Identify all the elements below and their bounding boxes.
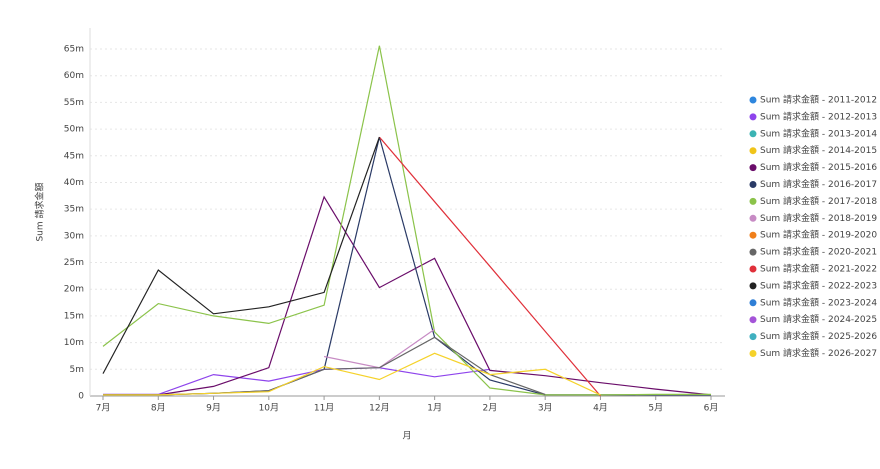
legend-label: Sum 請求金額 - 2013-2014 xyxy=(760,127,877,139)
series-line xyxy=(102,136,380,374)
y-tick-label: 65m xyxy=(64,45,84,55)
legend-label: Sum 請求金額 - 2026-2027 xyxy=(760,347,877,359)
legend-label: Sum 請求金額 - 2025-2026 xyxy=(760,330,877,342)
y-tick-label: 50m xyxy=(64,125,84,135)
legend-label: Sum 請求金額 - 2016-2017 xyxy=(760,178,877,190)
legend-swatch xyxy=(749,181,757,188)
legend-label: Sum 請求金額 - 2024-2025 xyxy=(760,313,877,325)
legend-swatch xyxy=(749,214,757,222)
y-tick-label: 5m xyxy=(70,365,85,375)
x-tick-label: 3月 xyxy=(538,403,553,414)
legend-label: Sum 請求金額 - 2018-2019 xyxy=(760,212,877,224)
x-tick-label: 8月 xyxy=(151,403,166,414)
legend-swatch xyxy=(749,282,757,290)
series-line xyxy=(103,195,712,396)
series-line xyxy=(103,352,601,396)
x-tick-label: 6月 xyxy=(704,403,719,414)
legend-swatch xyxy=(749,147,757,155)
legend-label: Sum 請求金額 - 2011-2012 xyxy=(760,94,877,106)
legend-label: Sum 請求金額 - 2020-2021 xyxy=(760,246,877,258)
y-tick-label: 35m xyxy=(64,205,84,215)
series-line xyxy=(323,328,435,369)
x-tick-label: 2月 xyxy=(483,403,498,414)
legend-label: Sum 請求金額 - 2019-2020 xyxy=(760,229,877,241)
series-line xyxy=(103,136,711,396)
legend-swatch xyxy=(749,265,757,273)
series-line xyxy=(103,367,490,395)
y-tick-label: 30m xyxy=(64,231,84,241)
legend-swatch xyxy=(749,248,757,256)
legend-swatch xyxy=(749,130,757,138)
legend-swatch xyxy=(749,96,757,104)
x-axis-label: 月 xyxy=(402,431,411,442)
legend-label: Sum 請求金額 - 2023-2024 xyxy=(760,296,877,308)
y-tick-label: 25m xyxy=(64,258,84,268)
legend-swatch xyxy=(749,164,757,172)
legend-swatch xyxy=(749,350,757,357)
x-tick-label: 10月 xyxy=(259,403,279,414)
legend-swatch xyxy=(749,316,757,324)
y-tick-label: 15m xyxy=(64,311,84,321)
x-tick-label: 11月 xyxy=(314,403,334,414)
x-tick-label: 1月 xyxy=(427,403,442,414)
legend-label: Sum 請求金額 - 2017-2018 xyxy=(760,195,877,207)
legend-label: Sum 請求金額 - 2015-2016 xyxy=(760,161,877,173)
legend-swatch xyxy=(749,299,757,307)
y-axis-label: Sum 請求金額 xyxy=(34,182,46,241)
legend-label: Sum 請求金額 - 2021-2022 xyxy=(760,263,877,275)
series-line xyxy=(378,136,601,397)
legend-label: Sum 請求金額 - 2022-2023 xyxy=(760,279,877,291)
y-tick-label: 20m xyxy=(64,285,84,295)
series-line xyxy=(102,45,711,396)
x-tick-label: 12月 xyxy=(369,403,389,414)
x-tick-label: 4月 xyxy=(593,403,608,414)
legend-swatch xyxy=(749,231,757,239)
y-tick-label: 40m xyxy=(64,178,84,188)
x-tick-label: 7月 xyxy=(96,403,111,414)
legend-swatch xyxy=(749,333,757,341)
legend-label: Sum 請求金額 - 2012-2013 xyxy=(760,110,877,122)
y-tick-label: 45m xyxy=(64,151,84,161)
x-tick-label: 9月 xyxy=(206,403,221,414)
legend-swatch xyxy=(749,197,757,205)
legend-label: Sum 請求金額 - 2014-2015 xyxy=(760,144,877,156)
legend-swatch xyxy=(749,113,757,121)
x-tick-label: 5月 xyxy=(648,403,663,414)
y-tick-label: 0 xyxy=(78,392,84,402)
y-tick-label: 60m xyxy=(64,71,84,81)
y-tick-label: 55m xyxy=(64,98,84,108)
y-tick-label: 10m xyxy=(64,338,84,348)
